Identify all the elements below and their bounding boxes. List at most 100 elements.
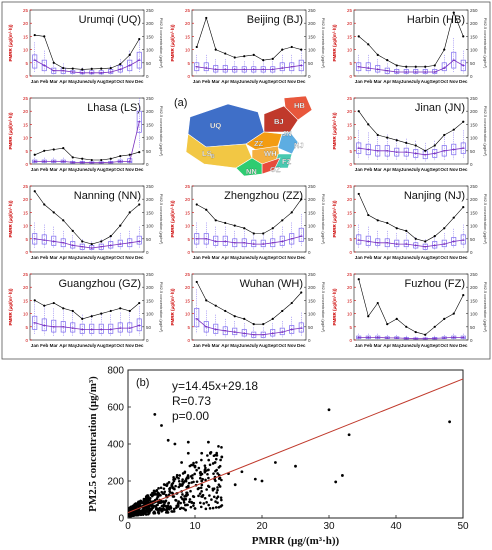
scatter-point bbox=[144, 509, 148, 512]
x-tick-label: 10 bbox=[189, 521, 201, 532]
x-tick-label: Oct bbox=[278, 343, 286, 348]
pmrr-mean-point bbox=[119, 327, 122, 330]
scatter-point bbox=[200, 479, 204, 483]
scatter-point bbox=[170, 510, 173, 513]
pm25-point bbox=[52, 211, 55, 214]
scatter-point bbox=[155, 504, 158, 507]
scatter-point bbox=[170, 491, 174, 495]
x-tick-label: Oct bbox=[440, 343, 448, 348]
scatter-point bbox=[166, 507, 169, 511]
plot-frame bbox=[353, 9, 469, 77]
scatter-point bbox=[191, 476, 194, 480]
pm25-point bbox=[128, 211, 131, 214]
right-tick-label: 250 bbox=[308, 8, 316, 13]
panel-label-b: (b) bbox=[136, 377, 149, 389]
right-tick-label: 200 bbox=[146, 285, 154, 290]
left-tick-label: 10 bbox=[185, 48, 191, 53]
scatter-point bbox=[142, 497, 146, 501]
pm25-point bbox=[33, 153, 36, 156]
x-tick-label: Dec bbox=[297, 79, 306, 84]
x-tick-label: 40 bbox=[390, 521, 402, 532]
pmrr-mean-point bbox=[43, 160, 46, 163]
pmrr-mean-point bbox=[43, 324, 46, 327]
right-tick-label: 250 bbox=[146, 96, 154, 101]
pm25-point bbox=[357, 110, 360, 113]
x-tick-label: June bbox=[401, 255, 412, 260]
scatter-point bbox=[207, 476, 210, 480]
pm25-point bbox=[52, 148, 55, 151]
scatter-point bbox=[213, 461, 217, 464]
x-tick-label: July bbox=[411, 343, 421, 348]
scatter-point bbox=[210, 498, 213, 501]
pm25-point bbox=[81, 240, 84, 243]
panel-7: Nanjing (NJ)0510152025050100150200250PMR… bbox=[332, 184, 488, 260]
right-tick-label: 50 bbox=[470, 237, 476, 242]
scatter-point bbox=[216, 488, 219, 492]
pmrr-mean-point bbox=[462, 336, 465, 339]
pm25-point bbox=[290, 211, 293, 214]
box bbox=[89, 70, 95, 75]
scatter-point bbox=[146, 499, 150, 502]
pmrr-mean-point bbox=[367, 148, 370, 151]
scatter-point bbox=[217, 483, 221, 486]
scatter-point bbox=[157, 487, 160, 490]
pm25-point bbox=[43, 203, 46, 206]
pm25-point bbox=[71, 229, 74, 232]
scatter-point bbox=[220, 455, 224, 459]
box bbox=[356, 234, 362, 245]
x-tick-label: Oct bbox=[440, 167, 448, 172]
plot-frame bbox=[29, 273, 145, 341]
pm25-point bbox=[62, 66, 65, 70]
pmrr-mean-point bbox=[233, 331, 236, 333]
x-tick-label: Nov bbox=[449, 167, 458, 172]
pm25-point bbox=[252, 232, 255, 235]
scatter-point bbox=[166, 504, 170, 508]
x-tick-label: July bbox=[87, 167, 97, 172]
right-tick-label: 100 bbox=[146, 224, 154, 229]
scatter-point bbox=[203, 464, 207, 467]
x-tick-label: Apr bbox=[383, 79, 391, 84]
x-tick-label: May bbox=[230, 255, 239, 260]
x-tick-label: May bbox=[68, 79, 77, 84]
y-tick-label: 400 bbox=[107, 440, 124, 451]
scatter-point bbox=[136, 511, 139, 514]
pm25-point bbox=[300, 198, 303, 201]
x-tick-label: Aug bbox=[421, 167, 430, 172]
scatter-point bbox=[215, 491, 219, 494]
right-tick-label: 250 bbox=[470, 184, 478, 189]
panel-title: Urumqi (UQ) bbox=[79, 14, 141, 26]
pm25-point bbox=[252, 53, 255, 56]
x-tick-label: Jan bbox=[193, 79, 201, 84]
scatter-point bbox=[135, 502, 139, 505]
pm25-point bbox=[119, 224, 122, 227]
x-tick-label: Feb bbox=[40, 167, 48, 172]
scatter-point bbox=[144, 501, 148, 505]
pm25-point bbox=[405, 65, 408, 68]
left-tick-label: 25 bbox=[23, 96, 29, 101]
scatter-point bbox=[174, 499, 178, 502]
scatter-point bbox=[184, 479, 188, 483]
pmrr-mean-point bbox=[376, 336, 379, 339]
pm25-point bbox=[443, 227, 446, 230]
scatter-point bbox=[139, 513, 143, 517]
scatter-point bbox=[197, 486, 201, 490]
pmrr-mean-point bbox=[90, 71, 93, 74]
pm25-point bbox=[109, 66, 112, 70]
box bbox=[298, 227, 304, 242]
x-tick-label: June bbox=[239, 255, 250, 260]
right-tick-label: 100 bbox=[146, 312, 154, 317]
scatter-point bbox=[159, 493, 162, 497]
pm25-point bbox=[109, 235, 112, 238]
x-tick-label: Apr bbox=[59, 255, 67, 260]
scatter-point bbox=[204, 466, 207, 470]
scatter-point bbox=[170, 484, 173, 487]
pm25-point bbox=[357, 278, 360, 281]
left-tick-label: 15 bbox=[185, 34, 191, 39]
pmrr-mean-point bbox=[290, 237, 293, 240]
scatter-point bbox=[208, 507, 212, 510]
pm25-point bbox=[52, 301, 55, 305]
scatter-point bbox=[217, 445, 220, 448]
right-tick-label: 100 bbox=[146, 48, 154, 53]
left-tick-label: 5 bbox=[349, 61, 352, 66]
